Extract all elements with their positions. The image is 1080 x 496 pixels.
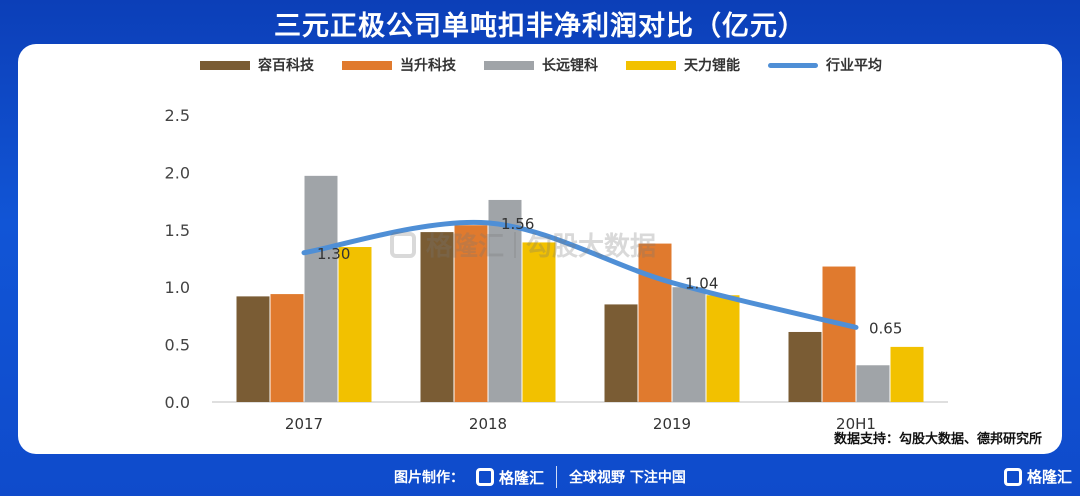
legend-line-average [768,62,818,68]
corner-logo: 格隆汇 [1003,466,1072,487]
bar [890,346,924,402]
watermark-logo-text: 格隆汇 [426,232,505,262]
x-tick-label: 2018 [469,415,507,433]
corner-logo-text: 格隆汇 [1026,468,1072,486]
y-tick-label: 2.0 [165,163,190,182]
legend-swatch-rongbai [200,60,250,70]
average-line [301,219,859,330]
x-tick-label: 2017 [285,415,323,433]
footer-separator [556,466,558,488]
bar [338,247,372,402]
data-label: 1.56 [501,215,534,233]
bar [604,304,638,402]
bar [270,294,304,402]
y-tick-label: 0.0 [165,393,190,412]
legend-item-rongbai: 容百科技 [200,55,314,75]
y-tick-label: 1.5 [165,221,190,240]
legend-swatch-dangsheng [342,60,392,70]
y-tick-label: 0.5 [165,336,190,355]
footer-logo-icon [476,468,495,486]
average-line-group [301,219,859,330]
legend-swatch-changyuan [484,60,534,70]
legend-label-dangsheng: 当升科技 [400,58,456,74]
data-label: 1.30 [317,245,350,263]
footer-logo-text: 格隆汇 [499,468,545,487]
y-tick-label: 2.5 [165,106,190,125]
bar [488,199,522,402]
legend: 容百科技 当升科技 长远锂科 天力锂能 行业平均 [200,55,882,75]
bar [672,287,706,402]
footer: 图片制作： 格隆汇 全球视野 下注中国 [0,458,1080,496]
data-label: 1.04 [685,275,718,293]
x-tick-label: 20H1 [836,415,876,433]
footer-logo: 格隆汇 [476,467,544,488]
bar [788,331,822,402]
legend-item-tianli: 天力锂能 [626,55,740,75]
watermark-logo-icon [390,231,416,258]
bar [304,175,338,402]
bar [822,266,856,402]
bar [420,232,454,402]
bar [706,295,740,402]
bar [638,243,672,402]
bar [454,225,488,402]
legend-swatch-tianli [626,60,676,70]
x-tick-label: 2019 [653,415,691,433]
watermark-text: 勾股大数据 [526,232,657,262]
bar [856,365,890,402]
legend-label-tianli: 天力锂能 [684,58,740,74]
corner-logo-icon [1003,467,1022,486]
y-tick-label: 1.0 [165,278,190,297]
legend-item-average: 行业平均 [768,55,882,75]
footer-slogan: 全球视野 下注中国 [569,470,686,486]
data-labels-group: 1.30 1.56 1.04 0.65 [317,215,902,337]
footer-made-by: 图片制作： [394,470,465,486]
chart-title: 三元正极公司单吨扣非净利润对比（亿元） [274,11,806,42]
bar [236,296,270,402]
legend-item-changyuan: 长远锂科 [484,55,598,75]
watermark: 格隆汇 勾股大数据 [390,226,656,263]
y-axis: 0.0 0.5 1.0 1.5 2.0 2.5 [165,106,190,412]
legend-item-dangsheng: 当升科技 [342,55,456,75]
bars-group [236,175,924,402]
legend-label-changyuan: 长远锂科 [542,58,598,74]
source-note: 数据支持：勾股大数据、德邦研究所 [833,432,1042,447]
legend-label-rongbai: 容百科技 [258,58,314,74]
bar [522,242,556,402]
legend-label-average: 行业平均 [826,58,882,74]
watermark-separator [514,231,517,258]
data-label: 0.65 [869,319,902,337]
